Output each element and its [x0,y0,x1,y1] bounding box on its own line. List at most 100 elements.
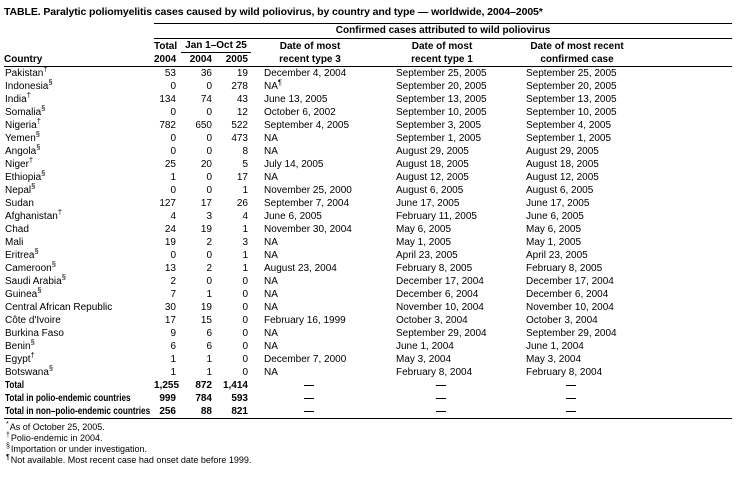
jan-oct-2004-cell: 0 [206,171,212,183]
total-2004-cell: 0 [170,106,176,118]
type1-cell: August 18, 2005 [396,158,469,170]
total-2004-cell: 9 [170,327,176,339]
country-row: Pakistan† 53 36 19 December 4, 2004 September… [4,64,732,81]
footnote-marker: † [36,116,41,126]
jan-oct-2005-cell: 0 [242,366,248,378]
country-row: Chad 24 19 1 November 30, 2004 May 6, 2005 May… [4,223,732,236]
group-header: Confirmed cases attributed to wild polio… [154,23,733,39]
footnote-marker: † [26,90,31,100]
type3-cell: November 30, 2004 [264,223,352,235]
country-cell: Indonesia§ [4,77,154,93]
jan-oct-2005-cell: 26 [236,197,248,209]
jan-oct-2004-cell: 3 [206,210,212,222]
total-2004-cell: 0 [170,184,176,196]
country-cell: Nepal§ [4,181,154,197]
total-2004-cell: 1 [170,353,176,365]
country-row: Indonesia§ 0 0 278 NA¶ September 20, 2005 Sept… [4,77,732,93]
country-cell: Total in polio-endemic countries [4,392,154,405]
country-label: Eritrea§ [5,246,39,261]
recent-cell: September 20, 2005 [526,80,617,92]
type3-cell: December 7, 2000 [264,353,347,365]
country-cell: Benin§ [4,338,154,353]
jan-oct-header: Jan 1–Oct 25 [180,39,252,54]
type3-header-line1: Date of most [279,40,341,52]
type3-cell: August 23, 2004 [264,262,337,274]
type1-cell: June 1, 2004 [396,340,454,352]
type1-cell: August 29, 2005 [396,145,469,157]
jan-oct-2004-cell: 1 [206,366,212,378]
recent-cell: June 6, 2005 [526,210,584,222]
jan-oct-2004-cell: 36 [200,67,212,79]
recent-header-line2: confirmed case [540,53,614,65]
type1-cell: September 3, 2005 [396,119,482,131]
recent-cell: April 23, 2005 [526,249,588,261]
type1-cell: August 6, 2005 [396,184,464,196]
footnote-marker: § [6,443,10,450]
jan-oct-2004-cell: 1 [206,288,212,300]
country-row: Botswana§ 1 1 0 NA February 8, 2004 February 8… [4,364,732,379]
country-label: Total [5,379,24,391]
type3-cell: November 25, 2000 [264,184,352,196]
recent-cell: — [566,392,576,404]
country-row: Cameroon§ 13 2 1 August 23, 2004 February 8, … [4,260,732,275]
type3-header-lower: recent type 3 [252,53,392,67]
polio-table: Confirmed cases attributed to wild polio… [4,23,733,419]
total-header: Total [154,40,178,52]
total-2004-cell: 134 [159,93,176,105]
type1-cell: December 6, 2004 [396,288,479,300]
jan-oct-2004-cell: 784 [195,392,212,404]
jan-oct-2004-cell: 0 [206,275,212,287]
type1-cell: November 10, 2004 [396,301,484,313]
header-row-upper: Total Jan 1–Oct 25 Date of most Date of … [4,39,732,54]
recent-cell: September 4, 2005 [526,119,612,131]
footnote-marker: † [28,155,34,165]
total-2004-cell: 0 [170,249,176,261]
total-2004-cell: 13 [164,262,176,274]
jan-oct-2004-cell: 0 [206,184,212,196]
country-label: India† [5,90,31,105]
country-label: Pakistan† [5,64,48,79]
jan-oct-2005-cell: 17 [236,171,248,183]
jan-oct-2005-cell: 473 [231,132,248,144]
country-cell: Cameroon§ [4,260,154,275]
type3-cell: NA [264,236,278,248]
type3-cell: NA [264,288,278,300]
recent-cell: September 29, 2004 [526,327,617,339]
jan-oct-2005-cell: 522 [231,119,248,131]
type3-cell: NA [264,132,278,144]
jan-oct-2005-cell: 19 [236,67,248,79]
jan-oct-2004-cell: 0 [206,145,212,157]
country-cell: Botswana§ [4,364,154,379]
total-2004-cell: 1 [170,366,176,378]
total-2004-cell: 1 [170,171,176,183]
type1-cell: May 6, 2005 [396,223,452,235]
total-2004-cell: 24 [164,223,176,235]
recent-cell: October 3, 2004 [526,314,598,326]
type3-cell: October 6, 2002 [264,106,336,118]
type3-header-line2: recent type 3 [279,53,341,65]
footnote-marker: † [6,432,10,439]
total-2004-cell: 127 [159,197,176,209]
type1-cell: — [436,392,446,404]
type3-cell: September 7, 2004 [264,197,350,209]
jan-oct-2005-cell: 4 [242,210,248,222]
footnote-marker: † [30,350,35,360]
footnote: †Polio-endemic in 2004. [6,432,103,443]
recent-cell: August 6, 2005 [526,184,594,196]
jan-oct-2004-cell: 19 [200,223,212,235]
total-2004-cell: 25 [164,158,176,170]
total-2004-cell: 30 [164,301,176,313]
jan-oct-2004-cell: 20 [200,158,212,170]
country-label: Guinea§ [5,285,42,300]
group-header-row: Confirmed cases attributed to wild polio… [4,23,733,39]
country-label: Nepal§ [5,181,36,196]
jan-oct-2005-cell: 278 [231,80,248,92]
country-cell: Yemen§ [4,130,154,145]
country-label: Central African Republic [5,301,113,313]
country-label: Indonesia§ [5,77,53,92]
table-body: Pakistan† 53 36 19 December 4, 2004 September… [4,64,732,419]
country-row: Egypt† 1 1 0 December 7, 2000 May 3, 2004 May … [4,350,732,366]
jan-oct-2005-cell: 0 [242,340,248,352]
jan-oct-2004-cell: 0 [206,249,212,261]
total-year-header: 2004 [154,53,180,67]
